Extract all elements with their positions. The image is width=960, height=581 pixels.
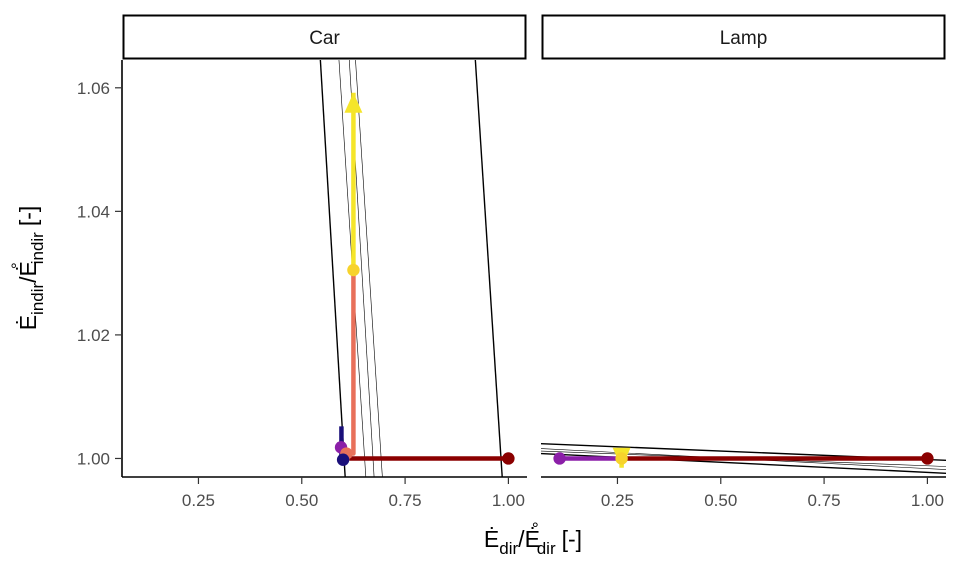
data-point-lamp: [553, 452, 566, 465]
y-tick-label: 1.00: [77, 449, 110, 468]
y-tick-label: 1.04: [77, 202, 110, 221]
series-path-car: [345, 270, 356, 460]
guide-line-car: [319, 60, 346, 477]
x-tick-label: 0.25: [601, 491, 634, 510]
x-tick-label: 1.00: [911, 491, 944, 510]
strip-label-car: Car: [309, 28, 340, 49]
data-point-car: [336, 453, 350, 466]
x-tick-label: 0.50: [704, 491, 737, 510]
series-paths-lamp: [559, 447, 928, 468]
x-axis-title: Ėdir/Ė° dir [-]: [484, 519, 582, 558]
series-points-lamp: [553, 452, 934, 465]
x-ticks-car: 0.25 0.50 0.75 1.00: [182, 477, 525, 510]
x-tick-label: 0.75: [389, 491, 422, 510]
data-point-lamp: [615, 452, 628, 465]
data-point-car: [502, 452, 515, 465]
guide-line-car: [474, 60, 503, 477]
y-tick-label: 1.02: [77, 326, 110, 345]
x-tick-label: 0.75: [808, 491, 841, 510]
y-ticks: 1.00 1.02 1.04 1.06: [77, 79, 122, 468]
series-points-car: [334, 263, 515, 466]
y-axis-title: Ėindir/Ė°indir[-]: [8, 206, 47, 331]
strip-label-lamp: Lamp: [720, 28, 768, 49]
x-tick-label: 0.50: [285, 491, 318, 510]
series-paths-car: [338, 92, 509, 462]
x-ticks-lamp: 0.25 0.50 0.75 1.00: [601, 477, 944, 510]
y-tick-label: 1.06: [77, 79, 110, 98]
panel-lamp: [541, 442, 946, 478]
data-point-car: [347, 263, 360, 277]
x-tick-label: 0.25: [182, 491, 215, 510]
data-point-lamp: [921, 452, 934, 465]
arrowhead-car: [344, 92, 363, 113]
x-tick-label: 1.00: [492, 491, 525, 510]
strip-lamp: [541, 14, 946, 60]
strip-car: [122, 14, 527, 60]
panel-car: [121, 60, 527, 478]
guide-line-car: [355, 60, 383, 477]
